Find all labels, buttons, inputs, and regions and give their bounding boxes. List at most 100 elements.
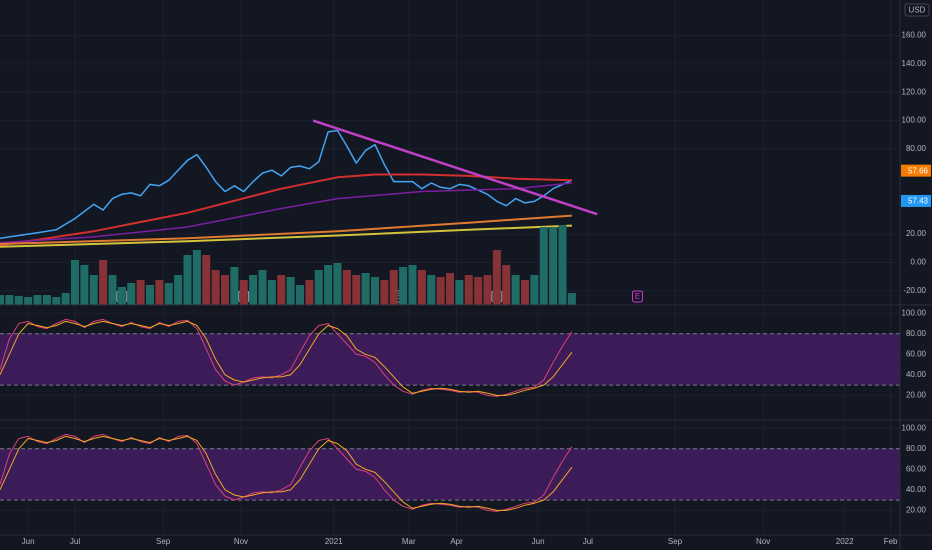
volume-bar (136, 280, 145, 305)
volume-bar (5, 295, 14, 305)
earnings-marker (632, 290, 643, 303)
y-tick-label: 40.00 (906, 370, 927, 379)
band (0, 333, 900, 386)
volume-bar (446, 273, 454, 305)
price-label-box (901, 194, 931, 207)
volume-bar (511, 275, 520, 305)
x-tick-label: Sep (156, 537, 171, 546)
series-line (0, 320, 573, 396)
volume-bar (380, 280, 389, 305)
volume-bar (127, 283, 136, 305)
x-tick-label: Jun (22, 537, 35, 546)
y-tick-label: 80.00 (906, 329, 927, 338)
earnings-label: E (635, 292, 640, 301)
volume-bar (183, 255, 192, 305)
currency-label: USD (909, 6, 926, 15)
y-tick-label: 80.00 (906, 144, 927, 153)
volume-bar (558, 225, 567, 305)
volume-bar (389, 270, 398, 305)
volume-bar (14, 296, 23, 305)
x-tick-label: Jul (70, 537, 80, 546)
volume-bar (117, 287, 126, 305)
y-tick-label: 80.00 (906, 444, 927, 453)
y-tick-label: 0.00 (910, 258, 926, 267)
volume-bar (258, 270, 267, 305)
volume-bar (277, 275, 286, 305)
volume-bar (80, 265, 89, 305)
volume-bar (239, 280, 248, 305)
volume-bar (192, 250, 201, 305)
y-tick-label: 140.00 (902, 59, 927, 68)
x-tick-label: Nov (234, 537, 248, 546)
earnings-label: E (396, 292, 401, 301)
volume-bar (417, 270, 426, 305)
y-tick-label: -20.00 (903, 286, 926, 295)
volume-bar (99, 260, 108, 305)
series-line (0, 224, 572, 248)
volume-bar (567, 293, 576, 305)
volume-bar (399, 267, 408, 305)
x-tick-label: Jul (583, 537, 593, 546)
series-line (0, 435, 573, 511)
x-tick-label: Mar (402, 537, 416, 546)
volume-bar (146, 285, 154, 305)
volume-bar (549, 227, 558, 305)
volume-bar (61, 293, 70, 305)
volume-bar (361, 273, 370, 305)
volume-bar (108, 275, 117, 305)
volume-bar (267, 280, 276, 305)
volume-bar (164, 283, 173, 305)
volume-bar (202, 255, 211, 305)
series-line (312, 119, 598, 216)
volume-bar (324, 265, 333, 305)
volume-bar (230, 267, 239, 305)
y-tick-label: 20.00 (906, 229, 927, 238)
volume-bar (314, 270, 323, 305)
volume-bar (155, 280, 164, 305)
x-tick-label: Feb (884, 537, 898, 546)
band (0, 448, 900, 501)
volume-bar (89, 275, 98, 305)
x-tick-label: Sep (668, 537, 683, 546)
volume-bar (33, 295, 42, 305)
y-tick-label: 40.00 (906, 485, 927, 494)
volume-bar (52, 297, 61, 305)
volume-bar (286, 277, 295, 305)
series-line (0, 318, 573, 397)
y-tick-label: 160.00 (902, 31, 927, 40)
y-tick-label: 100.00 (902, 423, 927, 432)
volume-bar (474, 277, 483, 305)
y-tick-label: 100.00 (902, 308, 927, 317)
volume-bar (483, 275, 492, 305)
volume-bar (249, 275, 258, 305)
y-tick-label: 20.00 (906, 505, 927, 514)
series-line (0, 173, 572, 247)
volume-bar (502, 265, 511, 305)
volume-bar (455, 280, 464, 305)
volume-bar (352, 275, 361, 305)
x-tick-label: Jun (532, 537, 545, 546)
volume-bar (371, 277, 379, 305)
y-tick-label: 100.00 (902, 116, 927, 125)
currency-box[interactable] (904, 3, 930, 17)
x-tick-label: Nov (756, 537, 770, 546)
volume-bar (174, 275, 183, 305)
volume-bar (0, 295, 4, 305)
volume-bar (342, 270, 351, 305)
volume-bar (464, 275, 473, 305)
volume-bar (71, 260, 79, 305)
series-line (0, 433, 573, 512)
volume-bar (211, 270, 220, 305)
y-tick-label: 60.00 (906, 349, 927, 358)
volume-bar (492, 250, 501, 305)
volume-bar (521, 280, 529, 305)
volume-bar (436, 277, 445, 305)
y-tick-label: 60.00 (906, 464, 927, 473)
price-label-box (901, 164, 931, 177)
series-line (0, 182, 572, 244)
volume-bar (305, 280, 314, 305)
volume-bar (221, 275, 229, 305)
volume-bar (408, 265, 417, 305)
volume-bar (42, 295, 51, 305)
